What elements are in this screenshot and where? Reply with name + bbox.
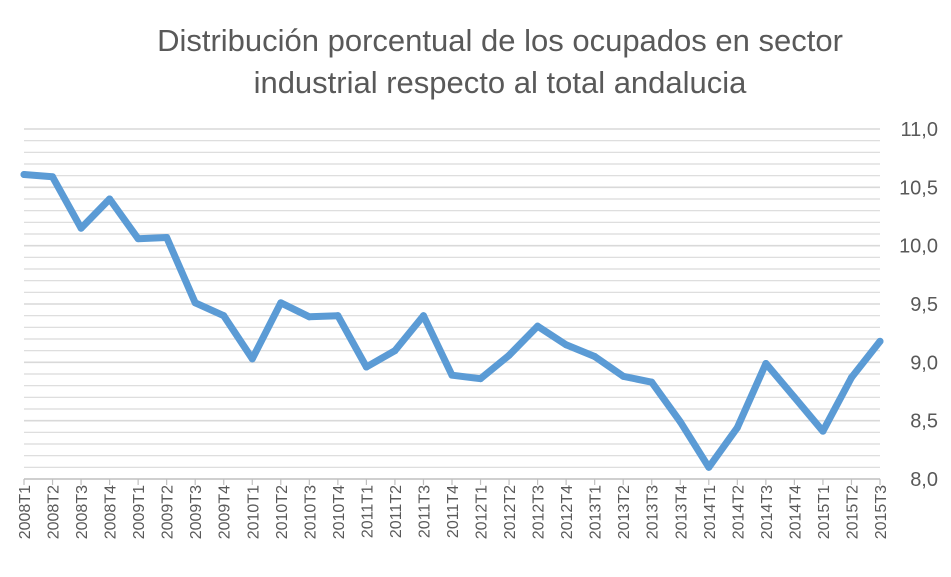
x-tick-label: 2008T3 — [74, 485, 91, 539]
data-point — [191, 299, 199, 307]
data-point — [49, 173, 57, 181]
data-point — [20, 171, 28, 178]
x-tick-label: 2008T1 — [17, 485, 34, 539]
data-point — [676, 418, 684, 426]
data-point — [648, 378, 656, 386]
data-point — [705, 463, 713, 471]
x-tick-label: 2012T3 — [531, 485, 548, 539]
x-tick-label: 2010T2 — [274, 485, 291, 539]
chart-title: Distribución porcentual de los ocupados … — [120, 20, 880, 104]
data-point — [448, 371, 456, 379]
data-point — [733, 424, 741, 432]
data-point — [876, 337, 884, 345]
y-tick-label: 8,0 — [910, 469, 938, 491]
x-tick-label: 2008T4 — [103, 485, 120, 539]
data-point — [847, 374, 855, 381]
data-point — [106, 195, 114, 203]
y-tick-label: 9,0 — [910, 352, 938, 374]
y-tick-label: 10,5 — [899, 177, 938, 199]
data-point — [505, 351, 513, 359]
x-tick-label: 2014T4 — [787, 485, 804, 539]
x-tick-label: 2009T3 — [188, 485, 205, 539]
y-tick-label: 9,5 — [910, 294, 938, 316]
data-point — [362, 363, 370, 371]
data-point — [134, 235, 142, 243]
data-point — [305, 313, 313, 321]
chart-title-line-1: Distribución porcentual de los ocupados … — [157, 23, 843, 58]
x-tick-label: 2011T1 — [359, 485, 376, 538]
data-point — [591, 353, 599, 360]
chart-title-line-2: industrial respecto al total andalucia — [253, 65, 747, 100]
x-tick-label: 2015T3 — [873, 485, 890, 539]
x-tick-label: 2014T2 — [730, 485, 747, 539]
y-tick-label: 8,5 — [910, 411, 938, 433]
x-tick-label: 2013T1 — [588, 485, 605, 539]
x-tick-label: 2008T2 — [46, 485, 63, 539]
x-tick-label: 2009T2 — [160, 485, 177, 539]
data-point — [562, 341, 570, 349]
y-tick-label: 10,0 — [899, 236, 938, 258]
x-tick-label: 2011T2 — [388, 485, 405, 538]
data-point — [477, 375, 485, 383]
x-tick-label: 2015T2 — [844, 485, 861, 539]
data-point — [819, 427, 827, 435]
x-tick-label: 2012T1 — [474, 485, 491, 539]
x-tick-label: 2013T2 — [616, 485, 633, 539]
x-tick-label: 2009T1 — [131, 485, 148, 539]
data-point — [790, 393, 798, 401]
data-point — [419, 312, 427, 320]
data-point — [619, 372, 627, 380]
x-tick-label: 2013T3 — [645, 485, 662, 539]
x-tick-label: 2009T4 — [217, 485, 234, 539]
x-axis — [23, 478, 881, 485]
gridlines — [24, 128, 880, 468]
series-layer — [20, 171, 884, 471]
data-point — [277, 299, 285, 307]
data-point — [248, 355, 256, 363]
y-axis-ticks: 8,0 8,5 9,0 9,5 10,0 10,5 11,0 — [899, 119, 938, 491]
x-tick-label: 2011T4 — [445, 485, 462, 538]
x-tick-label: 2014T1 — [702, 485, 719, 539]
x-tick-label: 2012T2 — [502, 485, 519, 539]
data-point — [391, 347, 399, 355]
x-tick-label: 2010T4 — [331, 485, 348, 539]
data-point — [77, 224, 85, 232]
x-tick-label: 2010T1 — [245, 485, 262, 539]
data-point — [534, 322, 542, 330]
x-tick-label: 2013T4 — [673, 485, 690, 539]
x-tick-label: 2011T3 — [416, 485, 433, 538]
data-point — [334, 312, 342, 320]
y-tick-label: 11,0 — [901, 119, 938, 141]
x-tick-label: 2012T4 — [559, 485, 576, 539]
x-tick-label: 2015T1 — [816, 485, 833, 539]
x-axis-ticks: 2008T1 2008T2 2008T3 2008T4 2009T1 2009T2 2009… — [17, 485, 890, 539]
data-point — [762, 360, 770, 367]
series-line — [20, 171, 884, 471]
x-tick-label: 2014T3 — [759, 485, 776, 539]
x-tick-label: 2010T3 — [302, 485, 319, 539]
data-point — [220, 312, 228, 320]
data-point — [163, 234, 171, 241]
